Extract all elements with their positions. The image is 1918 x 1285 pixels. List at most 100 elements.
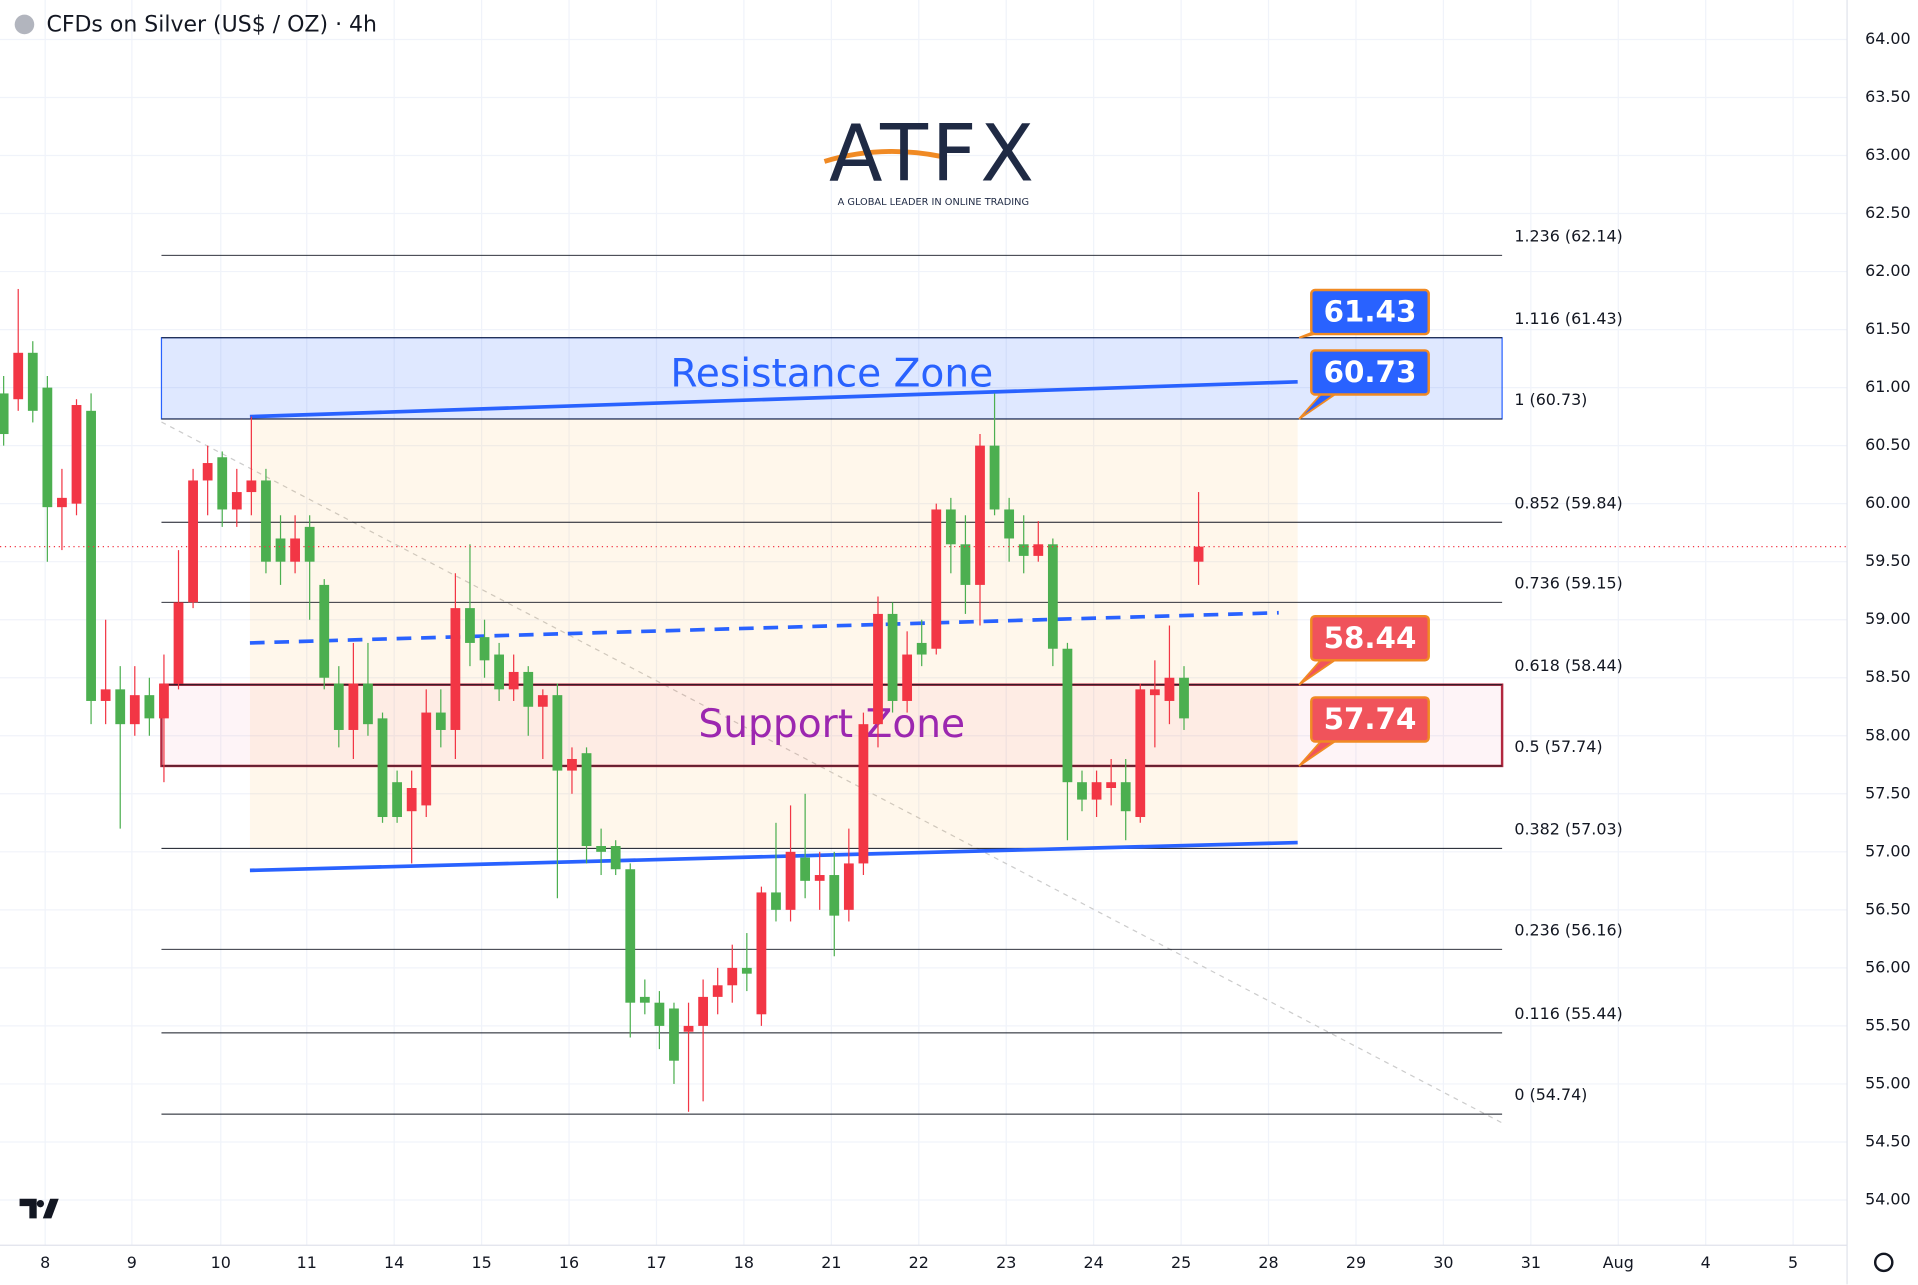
- y-tick-label: 54.50: [1865, 1131, 1910, 1150]
- candle-body: [669, 1008, 679, 1061]
- candle-body: [508, 671, 519, 690]
- trendline: [249, 610, 1279, 645]
- fib-label: 0.618 (58.44): [1514, 656, 1622, 675]
- y-tick-label: 60.50: [1865, 435, 1910, 454]
- candle-body: [610, 846, 621, 870]
- y-tick-label: 57.50: [1865, 783, 1910, 802]
- candle-body: [771, 892, 781, 910]
- zone-label: Resistance Zone: [670, 351, 993, 396]
- callout-label: 60.73: [1324, 355, 1417, 389]
- fib-label: 1.236 (62.14): [1514, 226, 1622, 245]
- fib-label: 0.116 (55.44): [1514, 1004, 1622, 1023]
- candle-body: [231, 492, 242, 510]
- callout-label: 58.44: [1324, 621, 1417, 655]
- x-tick-label: 23: [996, 1253, 1016, 1272]
- fib-label: 1.116 (61.43): [1514, 309, 1622, 328]
- candle-body: [975, 445, 985, 585]
- x-tick-label: 25: [1171, 1253, 1191, 1272]
- candle-body: [159, 683, 169, 719]
- candle-body: [537, 695, 548, 707]
- candle-body: [581, 753, 592, 847]
- candle-body: [887, 613, 898, 701]
- candle-body: [333, 683, 344, 730]
- candle-body: [625, 869, 636, 1003]
- tradingview-logo: [19, 1198, 59, 1219]
- candle-body: [450, 608, 461, 730]
- candle-body: [86, 410, 96, 701]
- fib-label: 0.736 (59.15): [1514, 573, 1622, 592]
- candle-body: [246, 480, 257, 493]
- candle-body: [1164, 677, 1175, 701]
- candle-body: [1149, 689, 1160, 696]
- settings-icon[interactable]: [1873, 1252, 1894, 1273]
- candle-body: [756, 892, 767, 1015]
- candle-body: [13, 352, 24, 400]
- candle-body: [217, 457, 228, 510]
- y-tick-label: 63.50: [1865, 87, 1910, 106]
- candle-body: [902, 654, 913, 701]
- fib-label: 1 (60.73): [1514, 390, 1587, 409]
- zone: [160, 337, 1503, 420]
- candle-body: [363, 683, 373, 725]
- x-tick-label: Aug: [1603, 1253, 1634, 1272]
- tv-dot: [36, 1199, 45, 1208]
- candle-body: [42, 387, 53, 508]
- y-tick-label: 61.50: [1865, 319, 1910, 338]
- candle-body: [1135, 689, 1146, 818]
- candle-body: [188, 480, 198, 603]
- callout-box: [1310, 288, 1430, 336]
- candle-body: [173, 602, 184, 684]
- y-tick-label: 61.00: [1865, 377, 1910, 396]
- x-tick-label: 5: [1788, 1253, 1798, 1272]
- candle-body: [916, 642, 927, 655]
- candle-body: [989, 445, 1000, 510]
- candle-body: [1091, 782, 1102, 800]
- callout-label: 57.74: [1324, 702, 1417, 736]
- candle-body: [27, 352, 38, 411]
- fib-label: 0 (54.74): [1514, 1085, 1587, 1104]
- candle-body: [392, 782, 402, 818]
- y-tick-label: 55.50: [1865, 1015, 1910, 1034]
- candle-body: [843, 863, 854, 910]
- y-tick-label: 60.00: [1865, 493, 1910, 512]
- candle-body: [1033, 544, 1044, 556]
- candle-body: [421, 712, 432, 806]
- x-tick-label: 21: [821, 1253, 841, 1272]
- y-tick-label: 59.00: [1865, 609, 1910, 628]
- x-tick-label: 29: [1346, 1253, 1366, 1272]
- candle-body: [479, 637, 490, 661]
- x-tick-label: 8: [40, 1253, 50, 1272]
- x-tick-label: 18: [734, 1253, 754, 1272]
- fib-label: 0.852 (59.84): [1514, 493, 1622, 512]
- candle-body: [567, 758, 577, 771]
- candle-body: [858, 724, 869, 864]
- candle-body: [1062, 648, 1073, 783]
- candle-body: [1077, 782, 1087, 800]
- candle-body: [304, 526, 315, 562]
- candle-body: [829, 875, 840, 916]
- x-tick-label: 11: [297, 1253, 317, 1272]
- y-tick-label: 58.50: [1865, 667, 1910, 686]
- candle-body: [654, 1002, 665, 1026]
- grid: [0, 0, 1848, 1246]
- y-tick-label: 55.00: [1865, 1073, 1910, 1092]
- atfx-logo: ATFX A GLOBAL LEADER IN ONLINE TRADING: [823, 109, 1034, 208]
- candle-body: [202, 463, 213, 481]
- candle-body: [1018, 544, 1029, 556]
- candle-body: [945, 509, 956, 545]
- y-tick-label: 54.00: [1865, 1189, 1910, 1208]
- candle-body: [57, 497, 67, 508]
- y-tick-label: 62.50: [1865, 203, 1910, 222]
- x-tick-label: 15: [472, 1253, 492, 1272]
- x-tick-label: 31: [1521, 1253, 1541, 1272]
- candle-body: [319, 584, 330, 678]
- zone-label: Support Zone: [698, 702, 965, 747]
- candle-body: [683, 1025, 694, 1032]
- candle-body: [639, 996, 650, 1003]
- candle-body: [71, 405, 82, 504]
- candle-body: [727, 967, 738, 986]
- candle-body: [1179, 677, 1189, 719]
- logo-swoosh: [823, 149, 943, 164]
- plot: Resistance Zone Support Zone 1.236 (62.14)…: [0, 226, 1848, 1115]
- candle-body: [800, 857, 811, 881]
